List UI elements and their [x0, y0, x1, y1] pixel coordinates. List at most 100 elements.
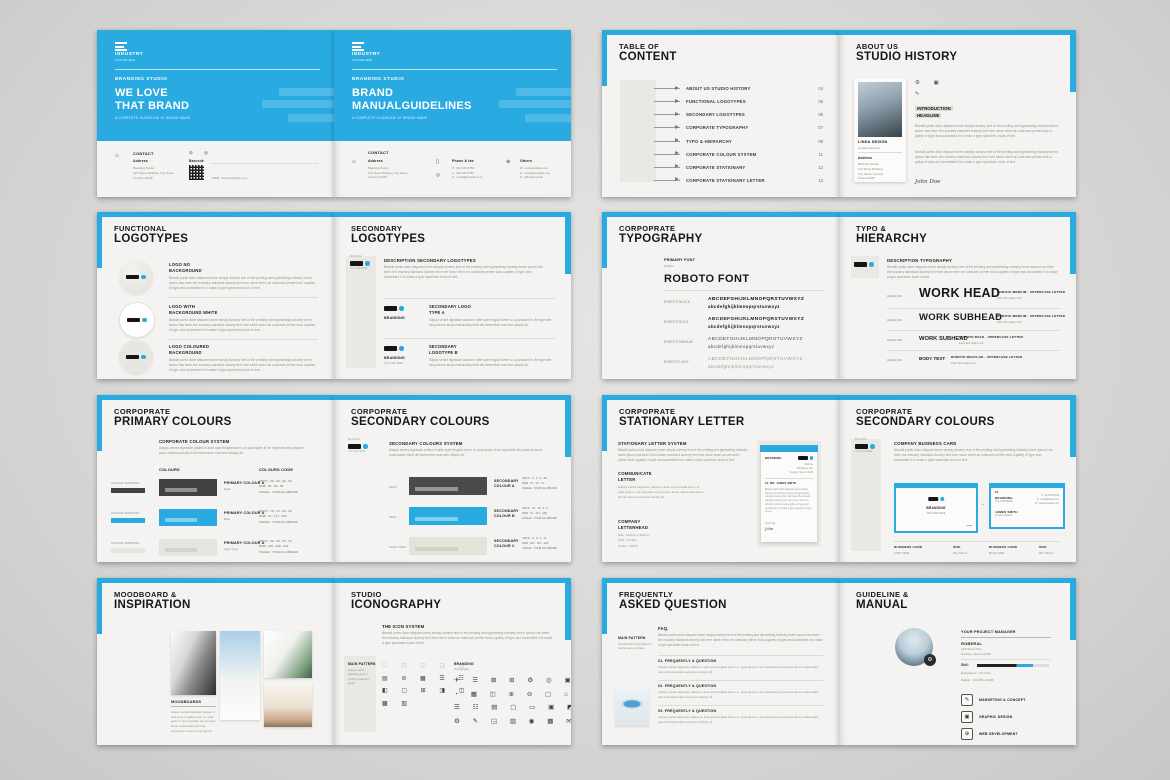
- page-title: SECONDARY COLOURS: [856, 416, 995, 428]
- page-top-bar: [334, 212, 571, 217]
- home-icon: ⌂: [115, 153, 119, 159]
- pattern-photo: [615, 688, 649, 726]
- brand-mark-icon: [854, 262, 874, 267]
- divider: [169, 297, 318, 298]
- brand-mark-icon: [384, 346, 404, 351]
- logo-type-label: SECONDARY LOGO TYPE A: [429, 304, 471, 316]
- letter-blue-band: [760, 445, 818, 452]
- page-title: MANUAL: [856, 599, 908, 611]
- page-edge-tab: [602, 395, 607, 451]
- marketing-icon: ✎: [961, 694, 973, 706]
- page-edge-tab: [565, 395, 571, 457]
- page-title: CONTENT: [619, 51, 677, 63]
- toc-item: CORPORATE TYPOGRAPHY 07: [654, 124, 823, 130]
- page-top-bar: [839, 212, 1076, 217]
- toc-item: SECONDARY LOGOTYPES 06: [654, 111, 823, 117]
- page-manual: GUIDELINE & MANUAL ⚙ YOUR PROJECT MANAGE…: [839, 578, 1076, 745]
- page-title: INSPIRATION: [114, 599, 191, 611]
- row-side-label: HEADLINE: [887, 318, 903, 322]
- cover-kicker: BRANDING STUDIO: [352, 76, 405, 81]
- decor-bar: [288, 114, 334, 122]
- logo-type-body: Aliquip veniet dignissim platea in ante …: [429, 358, 552, 367]
- weight-label: ROBOTO LIGHT: [664, 360, 689, 364]
- logo-caption-bottom: TAG LINE HERE: [348, 451, 366, 453]
- logo-caption-top: BRANDING: [348, 439, 361, 441]
- brand-mark-icon: [126, 274, 146, 280]
- page-edge-tab: [1070, 578, 1076, 640]
- swatch-sub: Blue: [224, 517, 231, 521]
- moodboards-body: Aliquip veniet dignissim platea in ante …: [171, 710, 216, 733]
- email-icon: ◎: [436, 172, 440, 177]
- page-kicker: SECONDARY: [351, 224, 403, 233]
- divider: [664, 290, 825, 291]
- page-toc: TABLE OF CONTENT ABOUT US STUDIO HISTORY…: [602, 30, 839, 197]
- logo-badge: [119, 260, 153, 294]
- type-sample: BODY TEXT: [919, 356, 946, 361]
- divider: [961, 659, 1051, 660]
- brand-tagline: TAGLINE HERE: [352, 58, 373, 62]
- swatch-name: PRIMARY COLOUR A: [224, 541, 265, 545]
- section-heading: THE ICON SYSTEM: [382, 624, 425, 629]
- page-faq: FREQUENTLY ASKED QUESTION MAIN PATTERN M…: [602, 578, 839, 745]
- service-item: ▣ GRAPHIC DESIGN: [961, 711, 1012, 723]
- page-kicker: TABLE OF: [619, 42, 660, 51]
- about-paragraph-1: Blandit portis dolor aliquam lorem simpl…: [915, 124, 1058, 139]
- manager-name: ROBERAL: [961, 641, 983, 646]
- type-spec-sub: 12pt Text Align Left: [959, 341, 984, 345]
- section-body: Blandit portis dolor aliquam lorem simpl…: [894, 448, 1053, 463]
- variation-label: COLOUR VARIATION: [111, 481, 140, 485]
- weight-label: ROBOTO MEDIUM: [664, 340, 693, 344]
- mood-photo-corridor: [171, 631, 216, 695]
- divider: [961, 637, 1051, 638]
- page-kicker: CORPOPRATE: [856, 407, 913, 416]
- divider: [171, 706, 216, 707]
- icon-grid-sublabel: Iconography: [454, 667, 470, 671]
- colour-codes: CMYK : 00 - 00 - 00 - 90 RGB : 65 - 65 -…: [259, 479, 298, 494]
- divider: [658, 680, 823, 681]
- attachment-icons: ⊘ ◎: [189, 150, 213, 155]
- arrow-icon: [654, 151, 680, 156]
- toc-item: ABOUT US STUDIO HISTORY 04: [654, 85, 823, 91]
- page-functional-logotypes: FUNCTIONAL LOGOTYPES LOGO NO BACKGROUND B…: [97, 212, 334, 379]
- page-title: STUDIO HISTORY: [856, 51, 958, 63]
- page-top-bar: [97, 212, 334, 217]
- variation-bar: [111, 488, 145, 493]
- card-tagline: TAG LINE HERE: [995, 501, 1013, 503]
- logo-row-label: LOGO NO BACKGROUND: [169, 262, 202, 274]
- page-edge-tab: [1070, 395, 1076, 457]
- page-top-bar: [334, 578, 571, 583]
- arrow-icon: [654, 124, 680, 129]
- weight-label: ROBOTO BLACK: [664, 300, 690, 304]
- about-paragraph-2: Blandit portis dolor aliquam lorem simpl…: [915, 150, 1058, 165]
- letter-closing: Your truly,: [765, 522, 776, 525]
- brand-mark-icon: [126, 354, 146, 360]
- type-sample: WORK SUBHEAD: [919, 336, 968, 342]
- address-lines: Branding Studio 123 Street Building, Cit…: [133, 166, 175, 180]
- brand-mark-icon: [384, 306, 404, 311]
- colour-swatch-teal: [409, 507, 487, 525]
- letter-signature: John: [765, 527, 774, 531]
- page-top-bar: [602, 212, 839, 217]
- section-heading: DESCRIPTION TYPOGRAPHY: [887, 258, 953, 263]
- divider: [858, 152, 902, 153]
- profile-photo: [858, 82, 902, 137]
- logo-row-body: Blandit portis dolor aliquam lorem simpl…: [169, 276, 316, 291]
- toc-list: ABOUT US STUDIO HISTORY 04 FUNCTIONAL LOG…: [654, 85, 823, 183]
- page-edge-tab: [1070, 30, 1076, 92]
- address-lines: Branding Studio 123 Street Building City…: [858, 162, 884, 181]
- faq-question: 03. FREQUENTLY & QUESTION: [658, 709, 717, 713]
- icon-grid-right: ✈ ☰ ⊠ ⊞ ⚙ ◎ ▣ ▤ ◔ ▦ ◫ ⊕ ⊖ ▢ ⌂ ⊟ ☰ ☷ ▤ ▢ …: [454, 677, 571, 725]
- skill-bar: [977, 664, 1049, 667]
- column-header: COLOURS CODE: [259, 467, 294, 472]
- page-title: LOGOTYPES: [351, 233, 426, 245]
- decor-bar: [279, 88, 334, 96]
- page-title: PRIMARY COLOURS: [114, 416, 232, 428]
- footer-col: SIZE 89 x 54mm: [953, 545, 968, 555]
- page-moodboard: MOODBOARD & INSPIRATION MOODBOARDS Aliqu…: [97, 578, 334, 745]
- page-kicker: MOODBOARD &: [114, 590, 177, 599]
- brand-mark-icon: [348, 444, 368, 449]
- page-title: LOGOTYPES: [114, 233, 189, 245]
- font-name: ROBOTO FONT: [664, 273, 750, 285]
- gear-image-icons: ⚙ ▣: [915, 80, 945, 86]
- page-cover-back: INDUSTRY TAGLINE HERE BRANDING STUDIO BR…: [334, 30, 571, 197]
